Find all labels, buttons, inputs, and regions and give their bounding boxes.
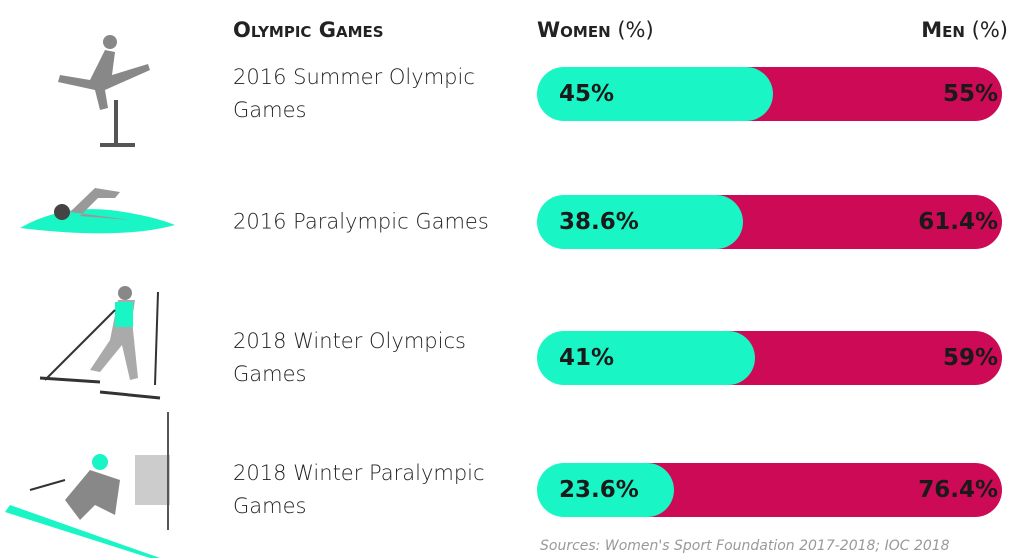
- value-label: 41%: [559, 331, 614, 385]
- infographic: Olympic Games Women (%) Men (%) Sources:…: [0, 0, 1014, 558]
- value-label: 59%: [943, 331, 998, 385]
- title: Olympic Games: [233, 18, 384, 42]
- unit: (%): [972, 18, 1008, 42]
- column-header: Olympic Games: [233, 18, 384, 42]
- category-label: 2016 Paralympic Games: [233, 206, 503, 239]
- category-label: 2016 Summer Olympic Games: [233, 61, 503, 127]
- legend-women: Women (%): [537, 18, 654, 42]
- value-label: 38.6%: [559, 195, 639, 249]
- unit: (%): [617, 18, 653, 42]
- category-label: 2018 Winter Olympics Games: [233, 325, 503, 391]
- bar-row: 45% 55%: [537, 67, 1002, 121]
- sport-icons: [0, 0, 200, 558]
- value-label: 55%: [943, 67, 998, 121]
- bar-row: 23.6% 76.4%: [537, 463, 1002, 517]
- legend-label: Women: [537, 18, 611, 42]
- legend-men: Men (%): [921, 18, 1008, 42]
- legend-label: Men: [921, 18, 965, 42]
- bar-row: 41% 59%: [537, 331, 1002, 385]
- source-note: Sources: Women's Sport Foundation 2017-2…: [540, 538, 950, 554]
- value-label: 76.4%: [918, 463, 998, 517]
- value-label: 23.6%: [559, 463, 639, 517]
- value-label: 45%: [559, 67, 614, 121]
- category-label: 2018 Winter Paralympic Games: [233, 457, 503, 523]
- bar-row: 38.6% 61.4%: [537, 195, 1002, 249]
- value-label: 61.4%: [918, 195, 998, 249]
